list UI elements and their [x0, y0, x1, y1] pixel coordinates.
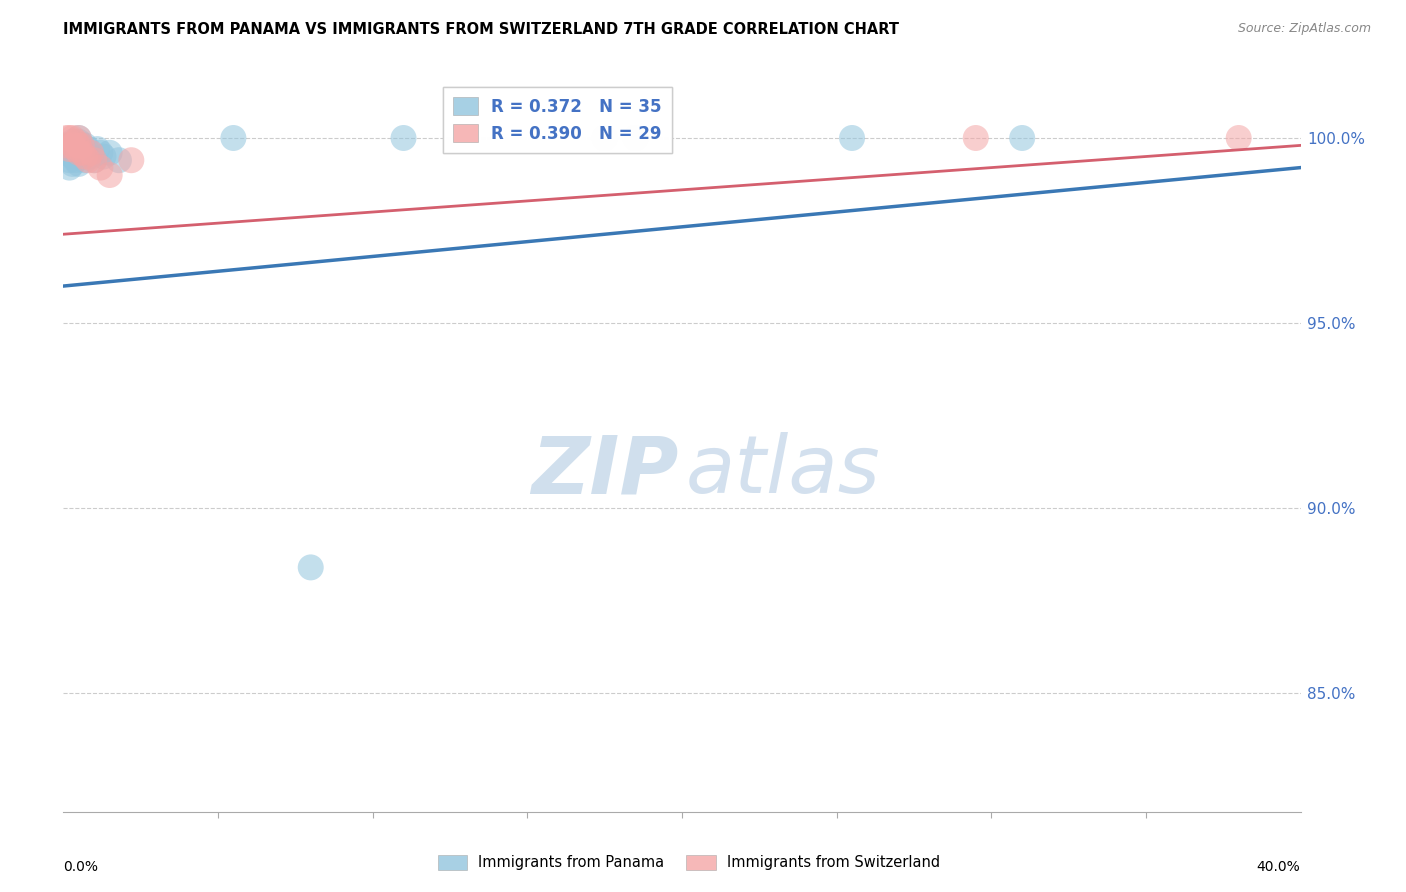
- Point: [65, 135, 87, 149]
- Point: [98, 168, 121, 182]
- Point: [392, 131, 415, 145]
- Point: [65, 153, 87, 168]
- Point: [108, 153, 131, 168]
- Point: [1227, 131, 1250, 145]
- Point: [67, 157, 90, 171]
- Point: [55, 138, 77, 153]
- Point: [62, 142, 84, 156]
- Point: [1011, 131, 1033, 145]
- Text: ZIP: ZIP: [531, 432, 678, 510]
- Text: 40.0%: 40.0%: [1257, 860, 1301, 874]
- Point: [62, 138, 84, 153]
- Point: [58, 153, 80, 168]
- Point: [55, 145, 77, 160]
- Point: [62, 135, 84, 149]
- Point: [67, 149, 90, 163]
- Point: [89, 145, 111, 160]
- Point: [624, 131, 647, 145]
- Point: [93, 149, 115, 163]
- Point: [62, 131, 84, 145]
- Point: [593, 131, 616, 145]
- Point: [86, 142, 108, 156]
- Point: [67, 135, 90, 149]
- Point: [58, 138, 80, 153]
- Point: [83, 153, 105, 168]
- Point: [67, 131, 90, 145]
- Point: [77, 153, 100, 168]
- Point: [965, 131, 987, 145]
- Point: [89, 161, 111, 175]
- Text: Source: ZipAtlas.com: Source: ZipAtlas.com: [1237, 22, 1371, 36]
- Point: [80, 149, 103, 163]
- Point: [65, 145, 87, 160]
- Point: [58, 131, 80, 145]
- Point: [299, 560, 322, 574]
- Point: [120, 153, 142, 168]
- Point: [55, 131, 77, 145]
- Point: [67, 131, 90, 145]
- Point: [73, 138, 96, 153]
- Point: [70, 138, 93, 153]
- Point: [73, 149, 96, 163]
- Point: [77, 142, 100, 156]
- Text: atlas: atlas: [686, 432, 880, 510]
- Legend: R = 0.372   N = 35, R = 0.390   N = 29: R = 0.372 N = 35, R = 0.390 N = 29: [443, 87, 672, 153]
- Point: [62, 157, 84, 171]
- Text: 0.0%: 0.0%: [63, 860, 98, 874]
- Point: [55, 138, 77, 153]
- Point: [73, 153, 96, 168]
- Point: [65, 138, 87, 153]
- Point: [222, 131, 245, 145]
- Legend: Immigrants from Panama, Immigrants from Switzerland: Immigrants from Panama, Immigrants from …: [432, 848, 946, 876]
- Point: [70, 145, 93, 160]
- Point: [83, 153, 105, 168]
- Point: [98, 145, 121, 160]
- Point: [67, 138, 90, 153]
- Point: [58, 161, 80, 175]
- Point: [80, 145, 103, 160]
- Point: [841, 131, 863, 145]
- Point: [65, 142, 87, 156]
- Point: [62, 149, 84, 163]
- Point: [67, 145, 90, 160]
- Point: [67, 142, 90, 156]
- Point: [70, 138, 93, 153]
- Point: [70, 145, 93, 160]
- Text: IMMIGRANTS FROM PANAMA VS IMMIGRANTS FROM SWITZERLAND 7TH GRADE CORRELATION CHAR: IMMIGRANTS FROM PANAMA VS IMMIGRANTS FRO…: [63, 22, 900, 37]
- Point: [58, 142, 80, 156]
